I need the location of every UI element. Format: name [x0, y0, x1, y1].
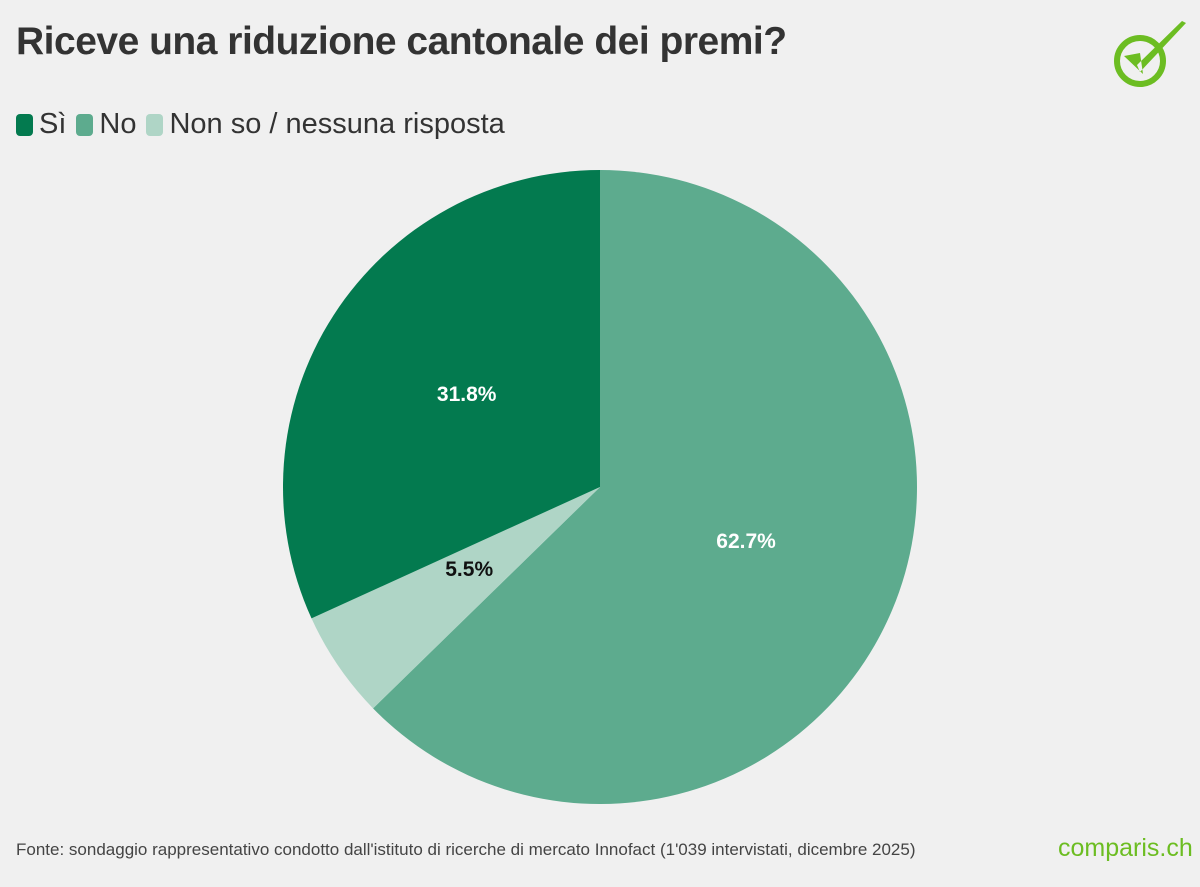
chart-title: Riceve una riduzione cantonale dei premi…	[16, 20, 787, 63]
source-note: Fonte: sondaggio rappresentativo condott…	[16, 840, 916, 859]
legend-swatch	[16, 113, 33, 136]
legend-swatch	[76, 113, 94, 136]
pie-slice-2	[311, 487, 600, 709]
legend-label: No	[99, 108, 137, 140]
legend-label: Non so / nessuna risposta	[169, 108, 505, 140]
legend-item-non-so: Non so / nessuna risposta	[146, 108, 505, 141]
data-label: 62.7%	[716, 530, 776, 553]
legend-swatch	[146, 113, 164, 136]
legend-item-si: Sì	[16, 108, 66, 141]
logo-text: comparis.ch	[1058, 834, 1193, 862]
pie-slice-1	[373, 170, 918, 804]
checkmark-circle-icon	[1114, 21, 1186, 87]
pie-slice-0	[282, 170, 600, 619]
legend-label: Sì	[39, 108, 67, 140]
data-label: 31.8%	[437, 383, 497, 406]
comparis-logo: comparis.ch	[1058, 834, 1193, 863]
data-label: 5.5%	[445, 558, 493, 581]
legend: Sì No Non so / nessuna risposta	[16, 108, 515, 141]
legend-item-no: No	[76, 108, 136, 141]
